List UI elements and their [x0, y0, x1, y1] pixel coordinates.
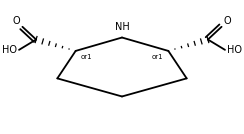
- Text: O: O: [13, 16, 20, 26]
- Text: O: O: [224, 16, 231, 26]
- Text: or1: or1: [81, 54, 92, 60]
- Text: or1: or1: [152, 54, 163, 60]
- Text: HO: HO: [2, 45, 17, 55]
- Text: HO: HO: [227, 45, 242, 55]
- Text: NH: NH: [115, 22, 129, 32]
